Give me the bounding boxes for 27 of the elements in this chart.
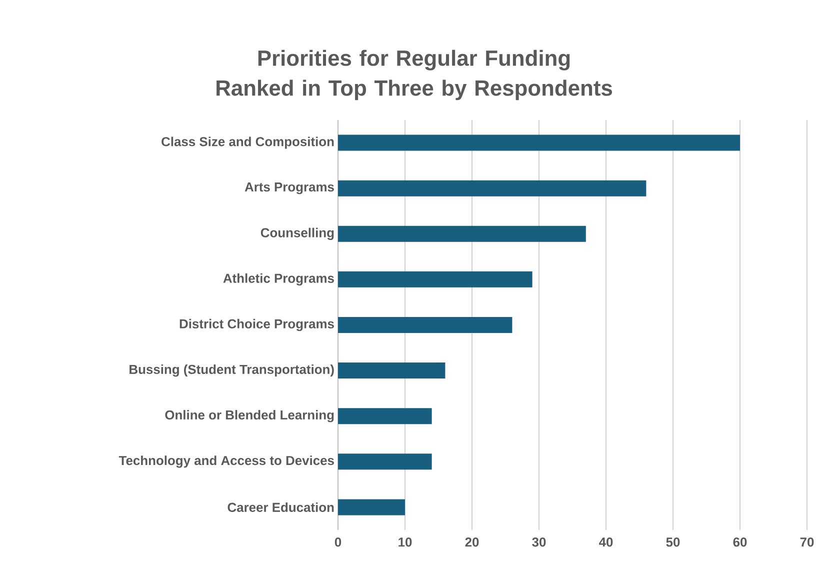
- x-tick-label: 40: [599, 538, 613, 547]
- x-tick-label: 50: [666, 538, 680, 547]
- chart-title: Priorities for Regular Funding Ranked in Top Three by Respondents: [216, 50, 612, 100]
- bar: [338, 271, 532, 288]
- y-tick-label: Athletic Programs: [223, 273, 334, 286]
- y-tick-label: Online or Blended Learning: [165, 410, 334, 422]
- bar: [338, 408, 432, 424]
- y-tick-label: Arts Programs: [244, 182, 334, 194]
- bar: [338, 226, 586, 242]
- bar: [338, 180, 646, 196]
- y-tick-label: Career Education: [228, 502, 334, 512]
- x-tick-label: 0: [334, 538, 342, 547]
- bar: [338, 316, 512, 333]
- y-tick-label: Bussing (Student Transportation): [130, 364, 334, 377]
- y-tick-label: Technology and Access to Devices: [118, 456, 334, 468]
- x-tick-label: 10: [398, 538, 412, 547]
- x-tick-label: 70: [800, 538, 814, 547]
- x-tick-label: 20: [465, 538, 479, 547]
- bar: [338, 454, 432, 470]
- bar: [338, 499, 406, 516]
- x-tick-label: 30: [532, 538, 546, 547]
- x-tick-label: 60: [733, 538, 747, 547]
- y-tick-label: Counselling: [260, 228, 334, 240]
- y-tick-label: District Choice Programs: [180, 318, 334, 332]
- y-tick-label: Class Size and Composition: [162, 136, 334, 149]
- bar: [338, 362, 446, 379]
- bar: [338, 134, 740, 151]
